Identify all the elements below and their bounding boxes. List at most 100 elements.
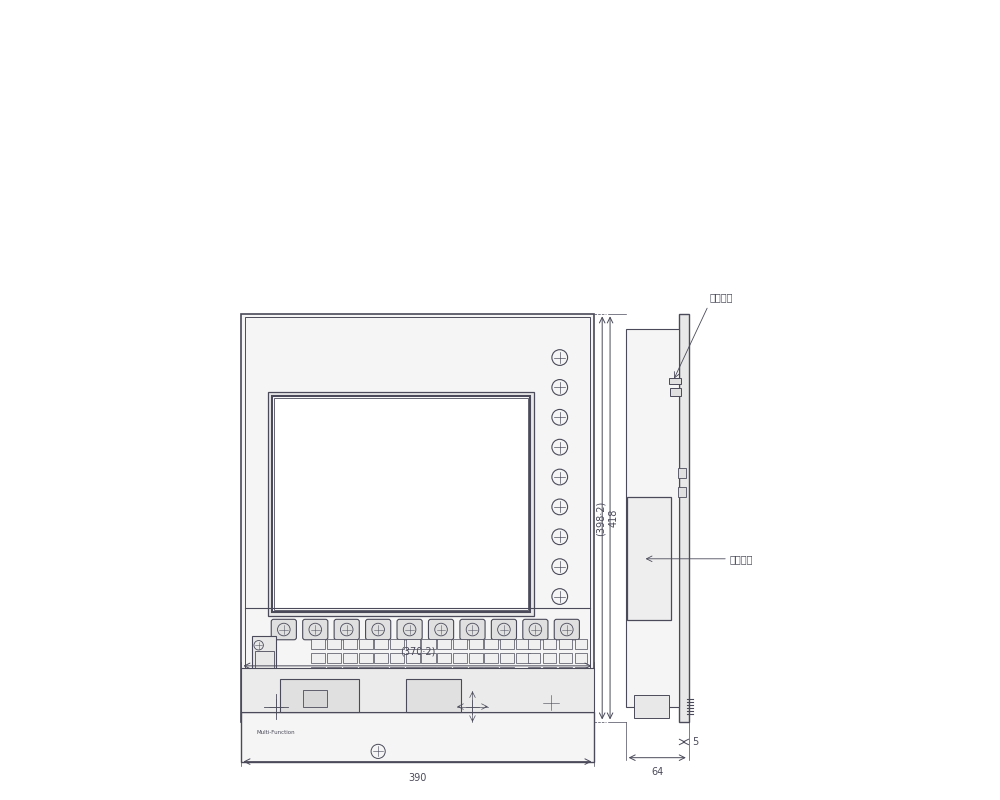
Bar — [327, 639, 341, 649]
Bar — [406, 679, 461, 712]
Bar — [384, 703, 399, 713]
Bar — [347, 715, 362, 725]
Bar — [311, 692, 326, 701]
Bar — [543, 653, 556, 663]
Bar — [670, 388, 681, 396]
Bar — [374, 667, 388, 678]
Bar — [421, 653, 436, 663]
Bar — [329, 703, 344, 713]
Bar — [559, 667, 572, 678]
Bar — [329, 692, 344, 701]
Bar — [272, 395, 530, 612]
Bar — [347, 703, 362, 713]
Bar — [543, 639, 556, 649]
Bar — [453, 653, 467, 663]
Bar — [437, 639, 451, 649]
Bar — [374, 653, 388, 663]
Bar — [627, 498, 671, 620]
Bar — [384, 715, 399, 725]
Bar — [679, 314, 689, 722]
Bar — [245, 318, 590, 718]
Bar — [678, 468, 686, 478]
Bar — [327, 653, 341, 663]
Bar — [343, 653, 357, 663]
Bar — [280, 679, 359, 712]
Bar — [347, 692, 362, 701]
FancyBboxPatch shape — [554, 619, 579, 640]
Bar — [461, 692, 476, 701]
Bar — [528, 667, 540, 678]
Bar — [549, 728, 561, 736]
Bar — [421, 639, 436, 649]
Bar — [390, 653, 404, 663]
Bar — [453, 639, 467, 649]
Bar — [390, 639, 404, 649]
Bar — [402, 703, 417, 713]
Bar — [484, 653, 498, 663]
Bar — [358, 639, 373, 649]
Bar — [480, 692, 494, 701]
Bar — [528, 639, 540, 649]
Text: (370·2): (370·2) — [400, 646, 435, 657]
Bar — [437, 667, 451, 678]
Text: (398·2): (398·2) — [596, 500, 606, 535]
Bar — [311, 703, 326, 713]
Bar — [549, 716, 561, 724]
Bar — [469, 653, 483, 663]
Bar — [425, 703, 440, 713]
Bar — [366, 692, 381, 701]
Bar — [311, 667, 325, 678]
Bar — [252, 636, 276, 679]
Bar — [390, 667, 404, 678]
Bar — [461, 703, 476, 713]
Bar — [634, 694, 669, 718]
Bar — [626, 330, 679, 706]
Text: Multi-Function: Multi-Function — [257, 730, 295, 735]
Bar — [241, 712, 594, 762]
Bar — [437, 653, 451, 663]
Bar — [461, 715, 476, 725]
FancyBboxPatch shape — [366, 619, 391, 640]
Bar — [443, 715, 458, 725]
Bar — [402, 692, 417, 701]
Bar — [421, 667, 436, 678]
Bar — [384, 692, 399, 701]
Bar — [311, 715, 326, 725]
Bar — [402, 715, 417, 725]
Bar — [480, 703, 494, 713]
Bar — [311, 639, 325, 649]
FancyBboxPatch shape — [428, 619, 454, 640]
Bar — [366, 703, 381, 713]
Text: 418: 418 — [608, 509, 618, 527]
Bar — [516, 653, 530, 663]
Bar — [406, 653, 420, 663]
Bar — [255, 650, 274, 677]
Bar — [327, 667, 341, 678]
Text: 64: 64 — [651, 767, 663, 777]
FancyBboxPatch shape — [523, 619, 548, 640]
Bar — [343, 667, 357, 678]
Bar — [500, 639, 514, 649]
Bar — [406, 667, 420, 678]
Bar — [443, 692, 458, 701]
Bar — [469, 639, 483, 649]
Bar — [358, 653, 373, 663]
Bar — [329, 715, 344, 725]
FancyBboxPatch shape — [334, 619, 359, 640]
Bar — [543, 667, 556, 678]
Bar — [480, 715, 494, 725]
Bar — [303, 690, 327, 706]
FancyBboxPatch shape — [303, 619, 328, 640]
Bar — [453, 667, 467, 678]
Bar — [528, 653, 540, 663]
FancyBboxPatch shape — [397, 619, 422, 640]
Bar — [311, 653, 325, 663]
Bar — [241, 668, 594, 712]
Bar — [559, 653, 572, 663]
Bar — [343, 639, 357, 649]
Bar — [678, 487, 686, 498]
Text: 5: 5 — [693, 737, 699, 747]
Text: 系统电源: 系统电源 — [730, 554, 753, 564]
Bar — [484, 667, 498, 678]
Bar — [575, 667, 587, 678]
